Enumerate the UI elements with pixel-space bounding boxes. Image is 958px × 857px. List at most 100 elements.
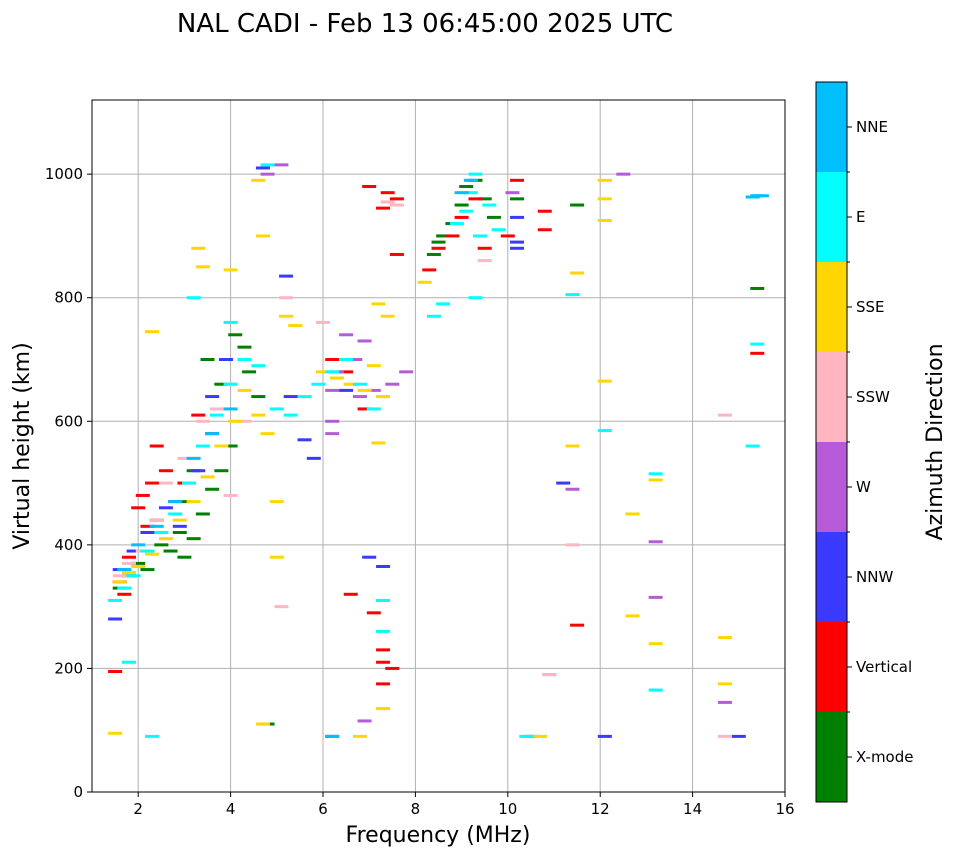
data-point: [135, 493, 150, 497]
data-point: [431, 240, 446, 244]
y-tick-label: 400: [54, 536, 83, 554]
data-point: [223, 268, 238, 272]
data-point: [648, 472, 663, 476]
data-point: [223, 382, 238, 386]
colorbar: X-mode Vertical NNW W SSW SSE E NNE: [815, 81, 913, 803]
data-point: [570, 271, 585, 275]
data-point: [121, 561, 136, 565]
data-point: [376, 660, 391, 664]
data-point: [648, 595, 663, 599]
data-point: [717, 700, 732, 704]
data-point: [389, 252, 404, 256]
data-point: [417, 280, 432, 284]
data-point: [366, 388, 381, 392]
data-point: [117, 568, 132, 572]
data-point: [362, 185, 377, 188]
data-point: [195, 444, 210, 448]
data-point: [717, 734, 732, 738]
data-point: [745, 195, 760, 199]
chart-title: NAL CADI - Feb 13 06:45:00 2025 UTC: [177, 9, 673, 39]
data-point: [237, 419, 252, 423]
x-tick-label: 6: [318, 800, 328, 818]
data-point: [625, 512, 640, 516]
x-tick-label: 10: [498, 800, 517, 818]
data-point: [376, 564, 391, 568]
data-point: [311, 382, 326, 386]
data-point: [510, 215, 525, 219]
data-point: [750, 286, 765, 290]
colorbar-segment: [816, 172, 847, 262]
data-point: [112, 580, 127, 584]
data-point: [533, 734, 548, 738]
data-point: [385, 666, 400, 670]
x-axis-label: Frequency (MHz): [346, 823, 531, 848]
data-point: [325, 370, 340, 374]
colorbar-tick-label: SSW: [856, 388, 890, 406]
data-point: [648, 688, 663, 692]
data-point: [251, 364, 266, 368]
data-point: [519, 734, 534, 738]
data-point: [454, 203, 469, 207]
data-point: [426, 252, 441, 256]
data-point: [269, 500, 284, 504]
x-tick-label: 12: [591, 800, 610, 818]
data-point: [339, 333, 354, 337]
data-point: [648, 642, 663, 646]
data-point: [357, 719, 372, 723]
series-nne: [117, 178, 769, 738]
data-point: [750, 342, 765, 346]
data-point: [597, 218, 612, 222]
colorbar-tick-label: NNW: [856, 568, 893, 586]
data-point: [209, 407, 224, 411]
data-point: [297, 438, 312, 442]
data-point: [131, 506, 146, 510]
data-point: [191, 469, 206, 473]
data-point: [158, 506, 173, 510]
y-tick-label: 600: [54, 412, 83, 430]
data-point: [168, 512, 183, 516]
data-point: [325, 419, 340, 423]
data-point: [140, 524, 155, 528]
data-point: [380, 314, 395, 318]
data-point: [145, 481, 160, 485]
data-point: [279, 274, 294, 278]
x-tick-label: 16: [775, 800, 794, 818]
data-point: [366, 364, 381, 368]
data-point: [510, 178, 525, 182]
data-point: [625, 614, 640, 618]
data-point: [348, 358, 363, 361]
data-point: [491, 228, 506, 232]
data-point: [237, 388, 252, 392]
data-point: [223, 444, 238, 448]
data-point: [186, 500, 201, 504]
data-point: [214, 469, 229, 473]
data-point: [385, 382, 400, 386]
data-point: [426, 314, 441, 318]
data-point: [274, 163, 289, 167]
data-point: [468, 197, 483, 201]
data-point: [186, 296, 201, 300]
colorbar-segment: [816, 532, 847, 622]
data-point: [172, 524, 187, 528]
data-point: [343, 382, 358, 386]
data-point: [228, 419, 243, 423]
data-point: [191, 246, 206, 250]
colorbar-segment: [816, 82, 847, 172]
data-point: [371, 441, 386, 445]
data-point: [283, 395, 298, 399]
data-point: [505, 191, 520, 195]
data-point: [274, 605, 289, 609]
data-point: [325, 358, 340, 361]
data-point: [108, 598, 123, 602]
y-axis-label: Virtual height (km): [10, 342, 35, 549]
y-tick-label: 200: [54, 659, 83, 677]
data-point: [486, 215, 501, 219]
data-point: [154, 543, 169, 547]
data-point: [195, 265, 210, 269]
data-point: [717, 682, 732, 686]
data-point: [279, 296, 294, 300]
colorbar-label: Azimuth Direction: [923, 343, 948, 540]
data-point: [380, 191, 395, 195]
data-point: [154, 531, 169, 534]
data-point: [223, 493, 238, 497]
